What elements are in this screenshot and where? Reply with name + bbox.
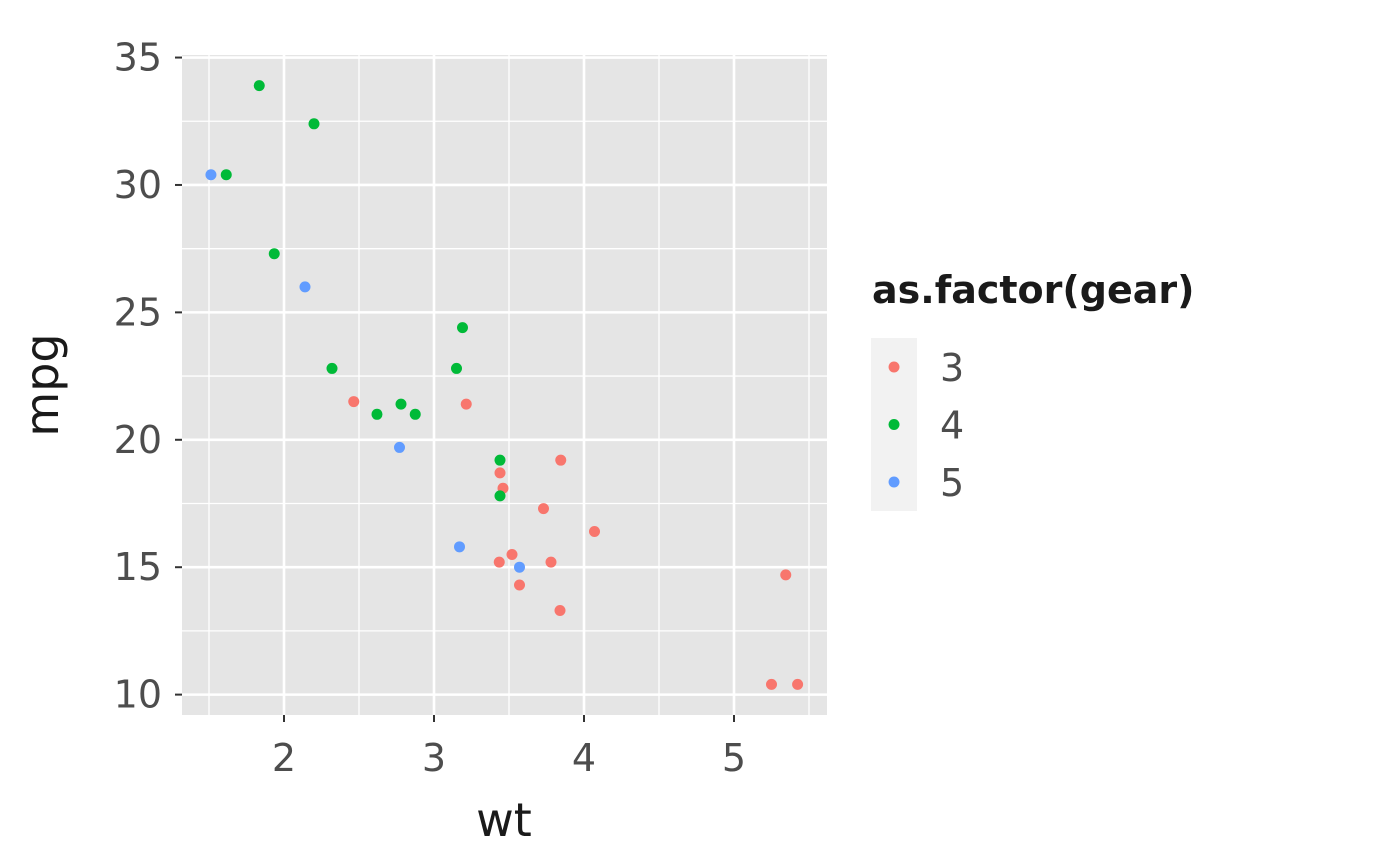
x-axis-ticks xyxy=(283,715,735,722)
y-axis-title: mpg xyxy=(15,333,69,436)
data-point-gear-5 xyxy=(394,441,405,453)
legend: as.factor(gear) 3 4 5 xyxy=(871,268,1195,511)
legend-entries: 3 4 5 xyxy=(888,346,964,505)
data-point-gear-5 xyxy=(299,281,311,293)
data-point-gear-3 xyxy=(554,605,566,617)
y-tick-label: 35 xyxy=(114,36,162,80)
data-point-gear-3 xyxy=(506,548,518,560)
data-point-gear-3 xyxy=(538,503,549,515)
data-point-gear-5 xyxy=(454,541,465,553)
data-point-gear-4 xyxy=(220,169,232,181)
data-point-gear-3 xyxy=(766,678,777,690)
data-point-gear-3 xyxy=(494,467,506,479)
data-point-gear-4 xyxy=(457,322,468,334)
data-point-gear-4 xyxy=(451,362,462,374)
x-tick-label: 4 xyxy=(572,736,596,780)
y-tick-label: 30 xyxy=(114,163,162,207)
data-point-gear-4 xyxy=(409,408,421,420)
data-point-gear-4 xyxy=(268,248,280,260)
data-point-gear-3 xyxy=(792,678,804,690)
major-gridlines xyxy=(182,55,827,715)
data-point-gear-4 xyxy=(371,408,383,420)
data-point-gear-4 xyxy=(308,118,320,130)
plot-panel xyxy=(182,55,827,715)
data-point-gear-5 xyxy=(514,561,525,573)
data-point-gear-4 xyxy=(494,490,506,502)
legend-label-4: 4 xyxy=(940,404,964,448)
y-tick-label: 10 xyxy=(114,673,162,717)
legend-key-5 xyxy=(888,476,900,488)
legend-label-3: 3 xyxy=(940,346,964,390)
legend-title: as.factor(gear) xyxy=(872,268,1195,312)
data-point-gear-3 xyxy=(514,579,525,591)
data-point-gear-5 xyxy=(205,169,217,181)
data-point-gear-3 xyxy=(493,556,505,568)
data-point-gear-4 xyxy=(253,80,265,92)
x-tick-label: 5 xyxy=(722,736,746,780)
data-point-gear-3 xyxy=(780,569,792,581)
data-point-gear-4 xyxy=(494,454,506,466)
legend-label-5: 5 xyxy=(940,461,964,505)
x-tick-label: 2 xyxy=(272,736,296,780)
y-axis-tick-labels: 10 15 20 25 30 35 xyxy=(114,36,162,717)
data-point-gear-3 xyxy=(348,396,360,408)
x-tick-label: 3 xyxy=(422,736,446,780)
minor-gridlines xyxy=(182,55,827,715)
data-point-gear-4 xyxy=(326,362,338,374)
data-points xyxy=(205,80,804,690)
legend-key-3 xyxy=(888,361,900,373)
legend-key-4 xyxy=(888,419,900,430)
y-tick-label: 25 xyxy=(114,290,162,334)
data-point-gear-4 xyxy=(395,398,407,410)
y-tick-label: 15 xyxy=(114,545,162,589)
x-axis-tick-labels: 2 3 4 5 xyxy=(272,736,746,780)
y-tick-label: 20 xyxy=(114,418,162,462)
data-point-gear-3 xyxy=(555,454,567,466)
data-point-gear-3 xyxy=(460,398,472,410)
y-axis-ticks xyxy=(175,56,182,696)
data-point-gear-3 xyxy=(589,526,600,538)
x-axis-title: wt xyxy=(476,793,532,847)
data-point-gear-3 xyxy=(545,556,557,568)
